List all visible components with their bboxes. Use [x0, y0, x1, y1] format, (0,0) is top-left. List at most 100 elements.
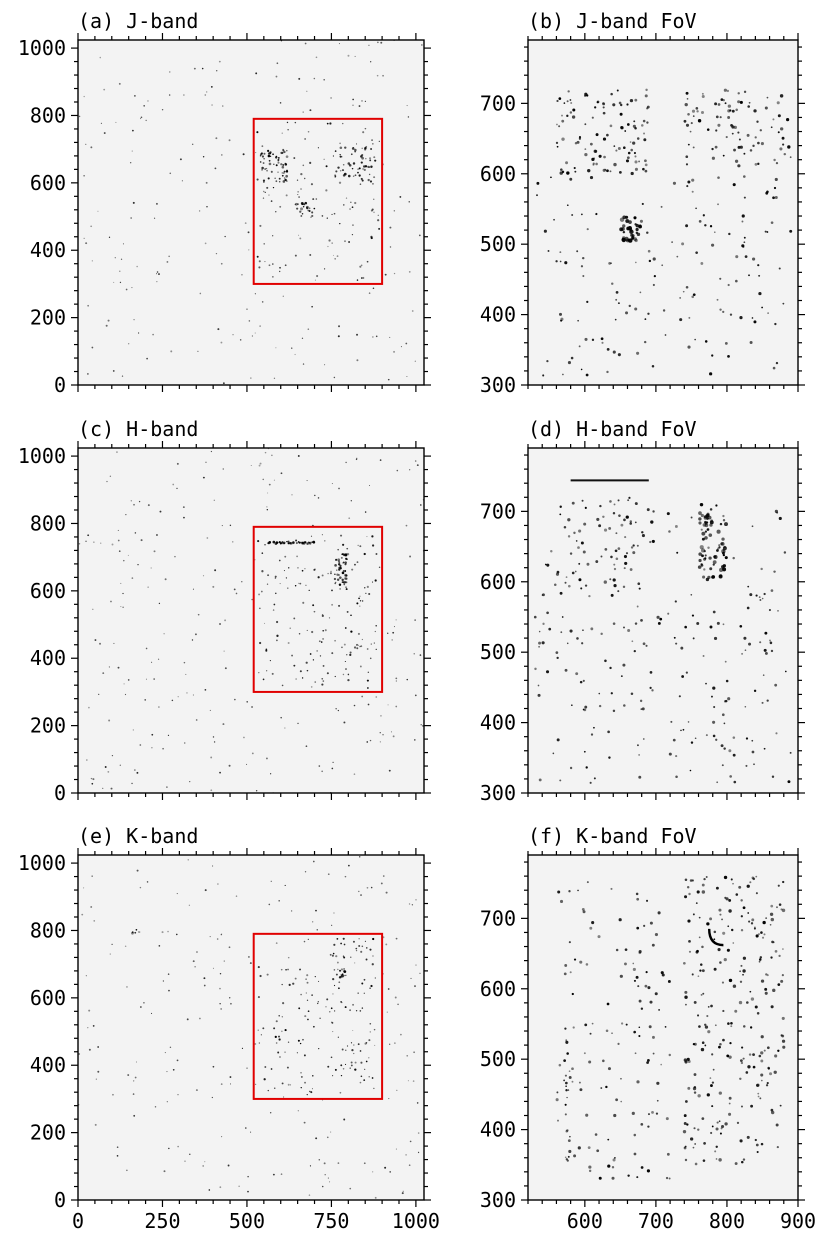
panel-e-point — [331, 1022, 334, 1024]
panel-a-point — [221, 105, 224, 107]
panel-a-point — [284, 163, 288, 166]
panel-c-point — [359, 545, 362, 548]
panel-d-title: (d) H-band FoV — [528, 417, 697, 441]
panel-a-point — [197, 350, 199, 352]
panel-e-point — [368, 1076, 370, 1078]
panel-f-point — [693, 1127, 696, 1130]
panel-e-point — [360, 1075, 363, 1078]
panel-f-point — [738, 885, 742, 889]
panel-b-point — [757, 264, 760, 267]
panel-e-point — [136, 869, 139, 872]
panel-b-point — [574, 142, 578, 145]
panel-f-point — [769, 912, 774, 916]
panel-a-point — [316, 274, 319, 278]
panel-c-point — [78, 543, 81, 545]
panel-b-point — [571, 213, 574, 216]
panel-f-point — [649, 921, 653, 925]
panel-e-fov-box — [252, 932, 384, 1100]
panel-c-point — [222, 468, 224, 470]
panel-b-point — [739, 145, 743, 149]
panel-c-point — [393, 626, 395, 628]
panel-e-point — [81, 913, 84, 916]
panel-f-point — [694, 1162, 698, 1166]
panel-c-point — [281, 541, 285, 545]
panel-e-point — [363, 992, 365, 994]
panel-c-point — [334, 564, 337, 567]
panel-f-point — [781, 1039, 786, 1043]
panel-c-point — [261, 570, 264, 573]
panel-b-point — [692, 115, 695, 117]
panel-f-point — [605, 1085, 608, 1089]
panel-d-point — [719, 522, 723, 526]
panel-b-point — [717, 103, 721, 106]
panel-e-point — [317, 1001, 319, 1003]
panel-b-point — [760, 142, 764, 146]
panel-f-point — [777, 1049, 780, 1052]
panel-f-point — [643, 924, 646, 927]
panel-f-point — [697, 975, 700, 978]
panel-f-point — [660, 971, 664, 975]
panel-e-point — [296, 1052, 298, 1054]
panel-c-point — [133, 769, 136, 771]
panel-f-point — [741, 1160, 744, 1164]
panel-d-point — [542, 593, 545, 597]
panel-c-point — [336, 578, 340, 581]
panel-d-point — [690, 741, 694, 744]
panel-b-point — [764, 230, 767, 233]
panel-b-point — [698, 220, 702, 223]
panel-a-point — [107, 319, 110, 322]
panel-f-point — [698, 916, 701, 919]
panel-c-point — [102, 787, 104, 789]
panel-f-point — [782, 1045, 786, 1049]
panel-f-point — [627, 1174, 630, 1177]
panel-a-point — [132, 201, 135, 204]
panel-a-point — [279, 266, 281, 269]
panel-f-point — [704, 1025, 709, 1029]
panel-a-point — [399, 195, 402, 198]
panel-b-point — [646, 231, 649, 234]
panel-f-point — [573, 1154, 577, 1158]
panel-a-point — [348, 163, 352, 167]
panel-e-point — [269, 1112, 272, 1114]
panel-d-point — [586, 562, 590, 566]
panel-c-point — [250, 464, 252, 466]
panel-b-point — [616, 89, 619, 92]
panel-c-point — [284, 727, 286, 729]
panel-f-point — [585, 963, 589, 966]
panel-c-point — [285, 577, 288, 579]
panel-b-point — [630, 171, 634, 176]
panel-c-point — [145, 678, 148, 680]
panel-a-point — [341, 169, 345, 172]
panel-c-point — [341, 552, 345, 556]
panel-f-point — [611, 1176, 615, 1180]
panel-a-point — [256, 255, 259, 258]
panel-c-point — [346, 547, 349, 550]
panel-e-point — [359, 1050, 362, 1052]
panel-e-point — [112, 1093, 114, 1096]
panel-d-point — [711, 695, 713, 698]
panel-d-point — [578, 578, 582, 582]
panel-c-marks — [78, 447, 425, 794]
panel-b-point — [770, 126, 773, 129]
panel-e-point — [229, 997, 231, 999]
panel-b-point — [714, 145, 718, 149]
panel-a-point — [368, 166, 371, 169]
panel-c-point — [302, 601, 305, 604]
panel-c-point — [390, 731, 392, 733]
panel-d-point — [542, 622, 545, 625]
panel-f-point — [715, 1158, 718, 1160]
panel-a-point — [170, 350, 173, 353]
panel-a-point — [281, 172, 284, 174]
panel-e-point — [270, 1068, 273, 1070]
panel-d-point — [680, 646, 684, 650]
panel-e-point — [360, 950, 363, 953]
panel-a-point — [400, 346, 402, 348]
panel-f-point — [706, 1093, 710, 1097]
panel-f-point — [565, 1039, 568, 1042]
panel-f-point — [740, 964, 743, 967]
panel-e-point — [287, 956, 290, 959]
panel-f-point — [739, 980, 743, 983]
panel-f-point — [770, 956, 773, 959]
panel-b-point — [556, 99, 559, 103]
panel-f-point — [778, 954, 781, 957]
